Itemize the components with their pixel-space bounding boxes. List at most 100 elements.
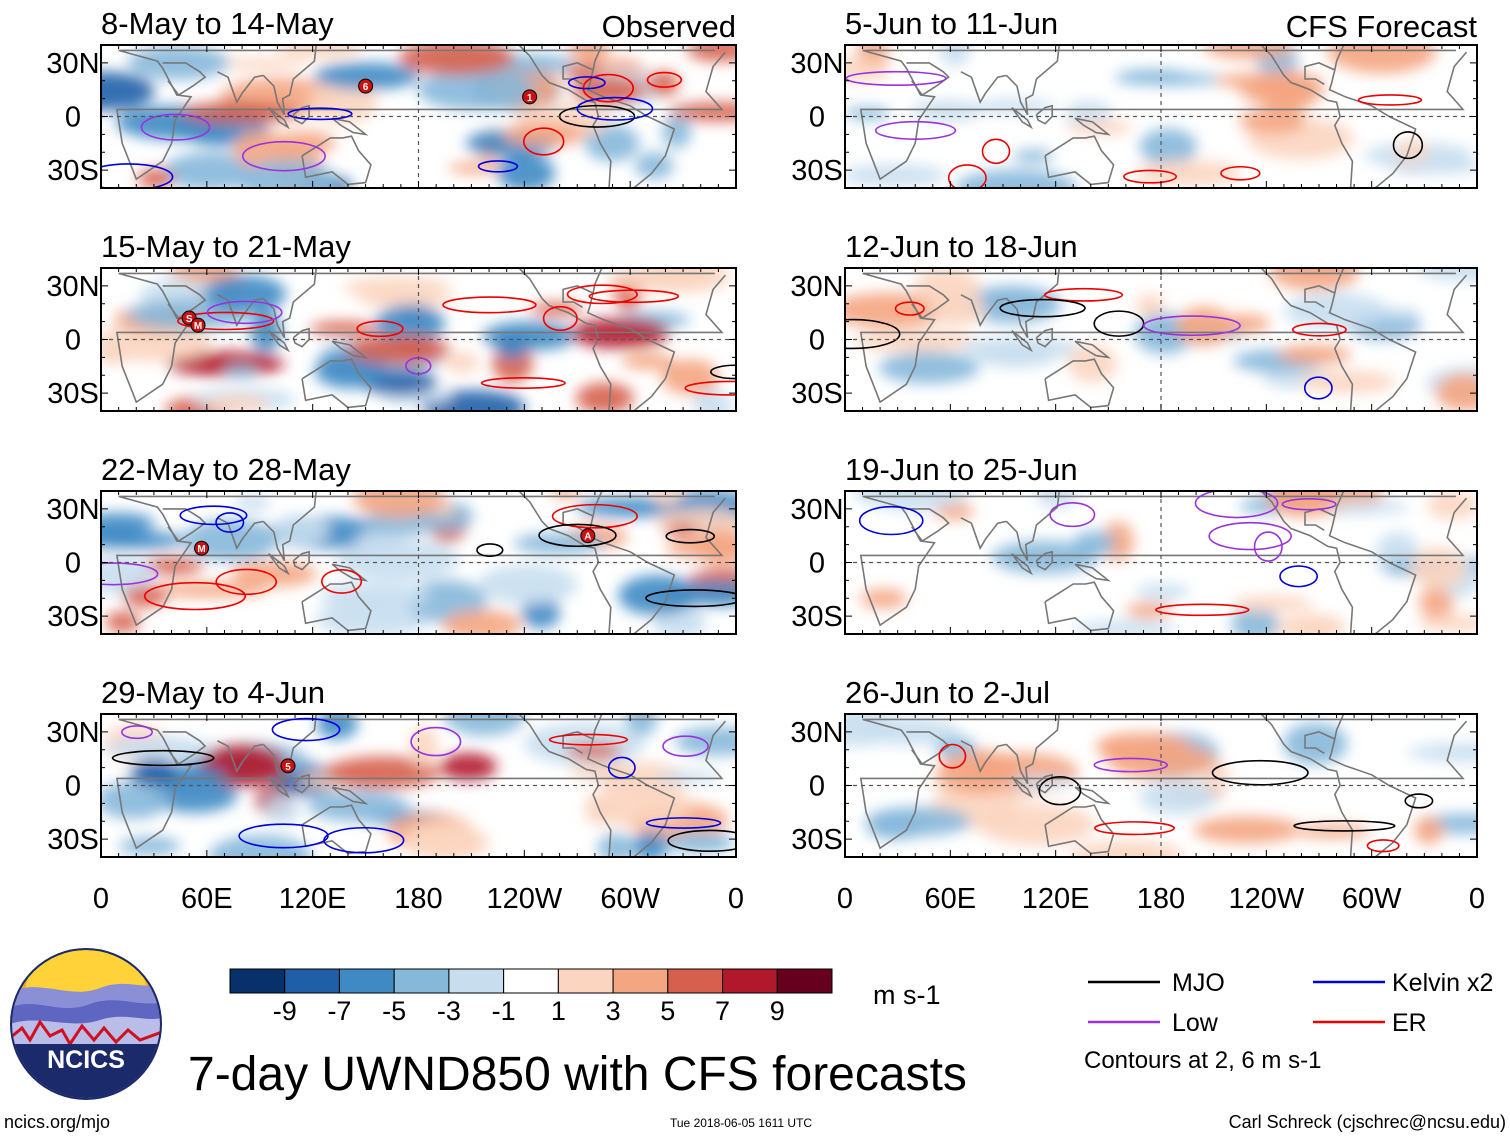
anomaly-blob xyxy=(307,790,409,822)
forecast-panel: 30N 0 30S 19-Jun to 25-Jun xyxy=(790,452,1478,635)
anomaly-blob xyxy=(852,329,976,353)
anomaly-blob xyxy=(647,71,680,97)
svg-text:M: M xyxy=(197,544,205,555)
anomaly-blob xyxy=(1139,779,1217,815)
colorbar-swatch xyxy=(393,968,450,994)
colorbar-swatch xyxy=(229,968,286,994)
anomaly-blob xyxy=(1072,530,1116,556)
contour-loop xyxy=(1253,531,1283,562)
lat-label: 30S xyxy=(791,155,843,187)
lat-label: 30N xyxy=(46,48,99,80)
anomaly-blob xyxy=(1240,79,1325,105)
contour-loop xyxy=(1049,502,1096,528)
anomaly-blob xyxy=(575,382,634,411)
coastline xyxy=(162,508,207,543)
contour-loop xyxy=(845,318,901,350)
anomaly-blob xyxy=(442,609,522,634)
coastline xyxy=(1035,550,1053,571)
coastline xyxy=(1044,804,1115,855)
coastline xyxy=(162,731,207,766)
anomaly-blob xyxy=(398,336,430,359)
contour-loop xyxy=(1194,491,1279,519)
anomaly-blob xyxy=(1417,615,1477,632)
contour-loop xyxy=(476,543,504,558)
coastline xyxy=(262,491,317,562)
anomaly-blob xyxy=(1193,816,1302,844)
lon-label: 120W xyxy=(486,883,562,915)
anomaly-blob xyxy=(409,725,438,768)
anomaly-blob xyxy=(845,58,891,82)
anomaly-blob xyxy=(343,276,453,298)
contour-loop xyxy=(1143,315,1241,337)
anomaly-blob xyxy=(597,833,635,857)
contour-loop xyxy=(542,305,578,332)
contour-loop xyxy=(607,756,636,779)
svg-text:1: 1 xyxy=(527,93,533,104)
logo-text: NCICS xyxy=(47,1046,125,1074)
lon-label: 0 xyxy=(728,883,744,915)
lon-label: 120W xyxy=(1228,883,1304,915)
colorbar-swatch xyxy=(612,968,669,994)
lon-label: 0 xyxy=(1469,883,1485,915)
coastline xyxy=(906,285,950,320)
lat-label: 0 xyxy=(65,548,81,580)
contour-loop xyxy=(522,127,565,156)
lat-label: 30S xyxy=(47,824,99,856)
anomaly-blob xyxy=(1435,373,1477,411)
contour-loop xyxy=(1211,759,1309,786)
svg-text:A: A xyxy=(584,532,591,543)
coastline xyxy=(859,272,1468,404)
contour-loop xyxy=(410,726,462,757)
anomaly-blob xyxy=(584,797,620,826)
contour-loop xyxy=(665,528,716,544)
svg-text:5: 5 xyxy=(285,762,291,773)
colorbar-swatch xyxy=(557,968,614,994)
wind-anomaly-field xyxy=(845,45,1477,188)
panel-date: 12-Jun to 18-Jun xyxy=(845,229,1078,264)
contour-loop xyxy=(1155,603,1250,617)
contour-loop xyxy=(1392,131,1424,160)
coastline xyxy=(1304,731,1336,754)
anomaly-blob xyxy=(101,531,187,549)
lat-label: 0 xyxy=(809,548,825,580)
anomaly-blob xyxy=(618,575,697,616)
anomaly-blob xyxy=(181,101,299,124)
coastline xyxy=(562,62,594,85)
coastline xyxy=(331,786,369,805)
colorbar-tick-label: -5 xyxy=(382,996,406,1026)
lat-label: 30N xyxy=(46,717,99,749)
anomaly-blob xyxy=(352,491,446,518)
colorbar-tick-label: 1 xyxy=(551,996,566,1026)
coastline xyxy=(1074,786,1112,805)
longitude-axis-observed: 0 60E 120E 180 120W 60W 0 xyxy=(93,883,744,915)
anomaly-blob xyxy=(569,763,640,781)
anomaly-blob xyxy=(1413,816,1444,845)
coastline xyxy=(262,268,317,339)
anomaly-blob xyxy=(214,57,307,71)
anomaly-blob xyxy=(313,62,419,90)
panel-date: 15-May to 21-May xyxy=(101,229,351,264)
svg-text:S: S xyxy=(186,314,193,325)
anomaly-blob xyxy=(1408,742,1477,762)
anomaly-blob xyxy=(203,275,287,313)
coastline xyxy=(162,62,207,97)
anomaly-blob xyxy=(566,743,622,759)
anomaly-blob xyxy=(105,736,214,761)
anomaly-blob xyxy=(443,714,526,736)
coastline xyxy=(217,71,264,105)
contour-loop xyxy=(548,733,629,746)
anomaly-blob xyxy=(866,811,927,840)
panel-date: 19-Jun to 25-Jun xyxy=(845,452,1078,487)
svg-text:6: 6 xyxy=(363,82,369,93)
observed-label: Observed xyxy=(602,9,736,44)
lat-label: 0 xyxy=(809,325,825,357)
anomaly-blob xyxy=(101,512,155,534)
anomaly-blob xyxy=(315,601,431,634)
anomaly-blob xyxy=(655,770,722,783)
contour-loop xyxy=(101,163,174,188)
colorbar-units: m s-1 xyxy=(873,980,941,1010)
contour-loop xyxy=(1038,776,1082,806)
contour-loop xyxy=(1366,839,1400,853)
anomaly-blob xyxy=(936,751,1020,794)
figure-title: 7-day UWND850 with CFS forecasts xyxy=(188,1048,967,1101)
